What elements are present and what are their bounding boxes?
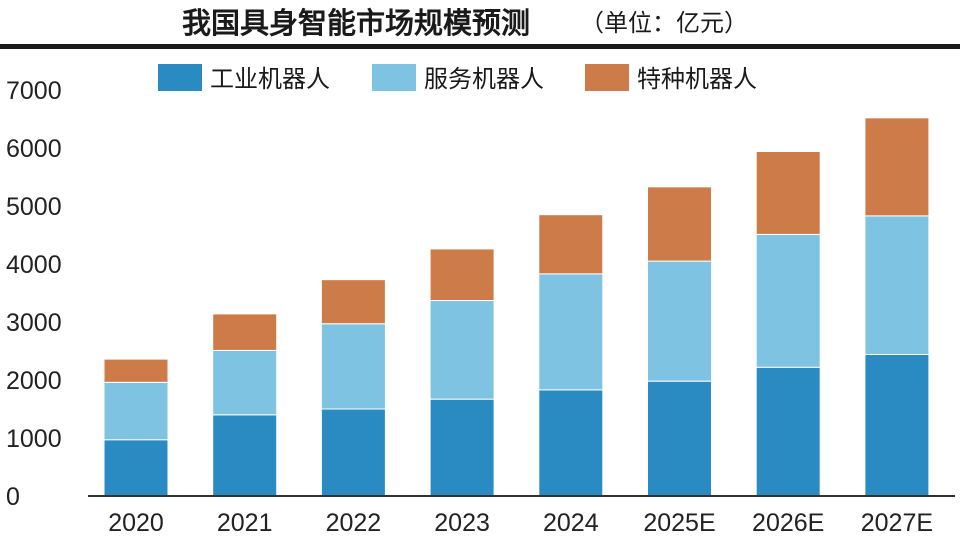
bar-segment-1-2023 xyxy=(429,398,495,497)
x-tick-label: 2022 xyxy=(326,509,382,537)
bar-segment-1-2022 xyxy=(320,408,386,497)
legend-swatch-3 xyxy=(585,64,629,91)
y-tick-label: 4000 xyxy=(6,251,62,279)
bar-segment-2-2026E xyxy=(755,233,821,368)
bar-segment-3-2022 xyxy=(320,279,386,325)
y-tick-label: 7000 xyxy=(6,77,62,105)
bar-segment-2-2020 xyxy=(103,381,169,441)
legend-label-2: 服务机器人 xyxy=(424,65,544,93)
title-divider xyxy=(0,44,960,49)
bar-segment-3-2025E xyxy=(647,186,712,262)
legend-label-3: 特种机器人 xyxy=(637,65,757,93)
x-tick-label: 2025E xyxy=(643,509,715,537)
legend-swatch-1 xyxy=(158,64,202,91)
bar-segment-1-2021 xyxy=(212,414,278,497)
bar-segment-3-2020 xyxy=(103,358,169,383)
bar-segment-3-2021 xyxy=(212,313,278,351)
bar-segment-2-2027E xyxy=(864,215,930,355)
bar-segment-1-2020 xyxy=(103,439,169,497)
bar-segment-1-2027E xyxy=(864,353,930,497)
legend-swatch-2 xyxy=(372,64,416,91)
y-tick-label: 3000 xyxy=(6,309,62,337)
bar-segment-3-2027E xyxy=(864,117,930,217)
bar-segment-1-2025E xyxy=(647,380,712,497)
bar-segment-2-2021 xyxy=(212,349,278,416)
y-tick-label: 6000 xyxy=(6,135,62,163)
y-tick-label: 2000 xyxy=(6,367,62,395)
bar-segment-2-2024 xyxy=(538,273,604,391)
x-tick-label: 2021 xyxy=(217,509,273,537)
x-tick-label: 2023 xyxy=(434,509,490,537)
x-tick-label: 2024 xyxy=(543,509,599,537)
bar-segment-2-2023 xyxy=(429,300,495,400)
y-tick-label: 1000 xyxy=(6,425,62,453)
bar-segment-1-2024 xyxy=(538,389,604,497)
x-tick-label: 2026E xyxy=(752,509,824,537)
bars xyxy=(103,117,930,497)
bar-segment-1-2026E xyxy=(755,366,821,497)
x-tick-label: 2027E xyxy=(861,509,933,537)
bar-segment-3-2023 xyxy=(429,248,495,302)
bar-segment-2-2022 xyxy=(320,323,386,410)
legend-label-1: 工业机器人 xyxy=(210,65,330,93)
y-axis: 0 1000 2000 3000 4000 5000 6000 7000 xyxy=(6,77,62,511)
legend: 工业机器人 服务机器人 特种机器人 xyxy=(158,64,757,93)
chart-title: 我国具身智能市场规模预测 xyxy=(182,6,530,40)
y-tick-label: 5000 xyxy=(6,193,62,221)
y-tick-label: 0 xyxy=(6,483,20,511)
chart-unit-note: （单位：亿元） xyxy=(580,9,748,37)
bar-segment-3-2024 xyxy=(538,214,604,275)
x-tick-label: 2020 xyxy=(108,509,164,537)
bar-segment-2-2025E xyxy=(647,260,712,382)
bar-segment-3-2026E xyxy=(755,150,821,235)
x-axis: 2020 2021 2022 2023 2024 2025E 2026E 2027E xyxy=(108,509,933,537)
